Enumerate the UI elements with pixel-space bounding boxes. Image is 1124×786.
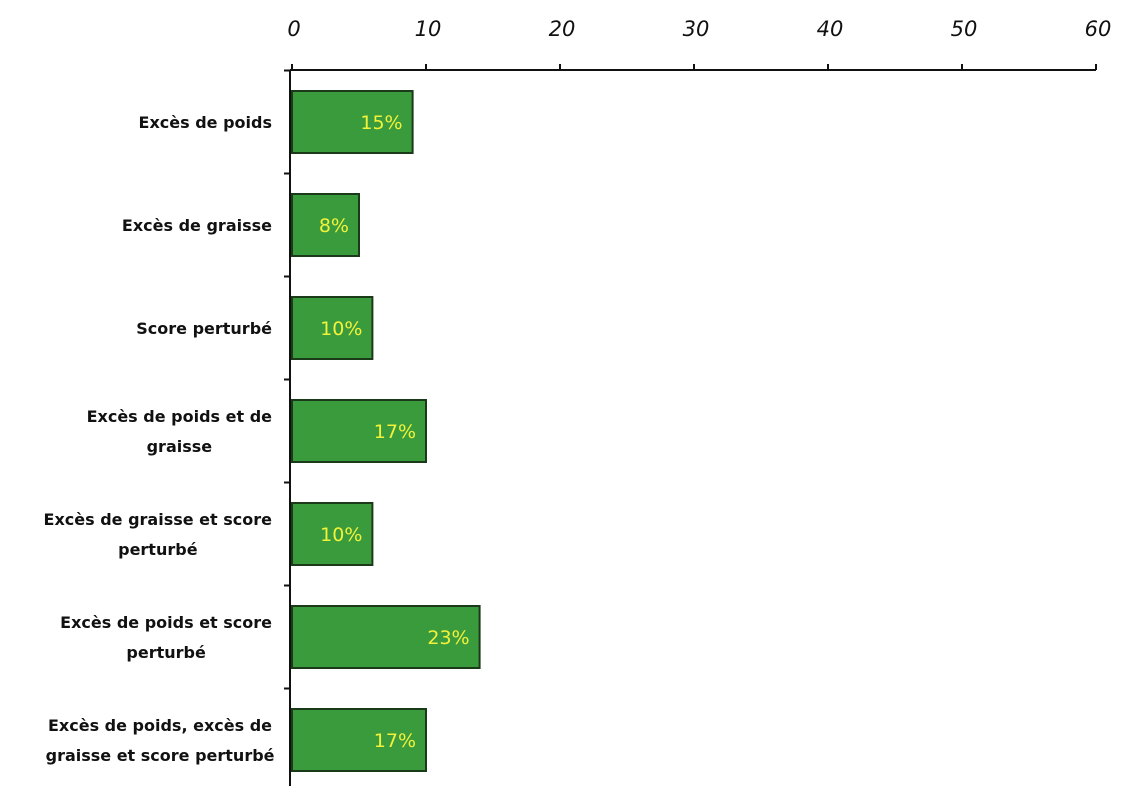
x-tick-label: 40 <box>817 17 844 41</box>
category-label: graisse et score perturbé <box>46 746 275 765</box>
x-tick-label: 30 <box>683 17 710 41</box>
bar-data-label: 8% <box>319 215 349 237</box>
x-tick-label: 10 <box>415 17 442 41</box>
x-tick-label: 50 <box>951 17 978 41</box>
category-label: Excès de graisse et score <box>44 510 273 529</box>
bar <box>291 90 414 154</box>
bar-data-label: 17% <box>374 421 416 443</box>
x-tick-label: 60 <box>1085 17 1112 41</box>
bar <box>291 502 374 566</box>
x-tick-label: 0 <box>287 17 300 41</box>
bar-data-label: 17% <box>374 730 416 752</box>
category-label: Excès de graisse <box>122 216 272 235</box>
bar <box>291 399 427 463</box>
bar <box>291 296 374 360</box>
category-label: perturbé <box>126 643 206 662</box>
y-axis <box>284 69 291 786</box>
bar-data-label: 10% <box>320 524 362 546</box>
category-label: Excès de poids et de <box>87 407 273 426</box>
bar-data-label: 15% <box>360 112 402 134</box>
bar-data-label: 23% <box>427 627 469 649</box>
category-label: graisse <box>147 437 213 456</box>
category-label: Excès de poids, excès de <box>48 716 272 735</box>
category-labels: Excès de poids Excès de graisse Score pert… <box>44 113 275 765</box>
bar <box>291 193 360 257</box>
category-label: Excès de poids et score <box>60 613 272 632</box>
category-label: Excès de poids <box>139 113 272 132</box>
category-label: perturbé <box>118 540 198 559</box>
bar <box>291 605 481 669</box>
bar <box>291 708 427 772</box>
category-label: Score perturbé <box>136 319 272 338</box>
x-tick-label: 20 <box>549 17 576 41</box>
bars: 15% 8% 10% 17% 10% 23% 17% <box>291 90 481 772</box>
x-axis: 0 10 20 30 40 50 60 <box>287 17 1112 71</box>
bar-data-label: 10% <box>320 318 362 340</box>
